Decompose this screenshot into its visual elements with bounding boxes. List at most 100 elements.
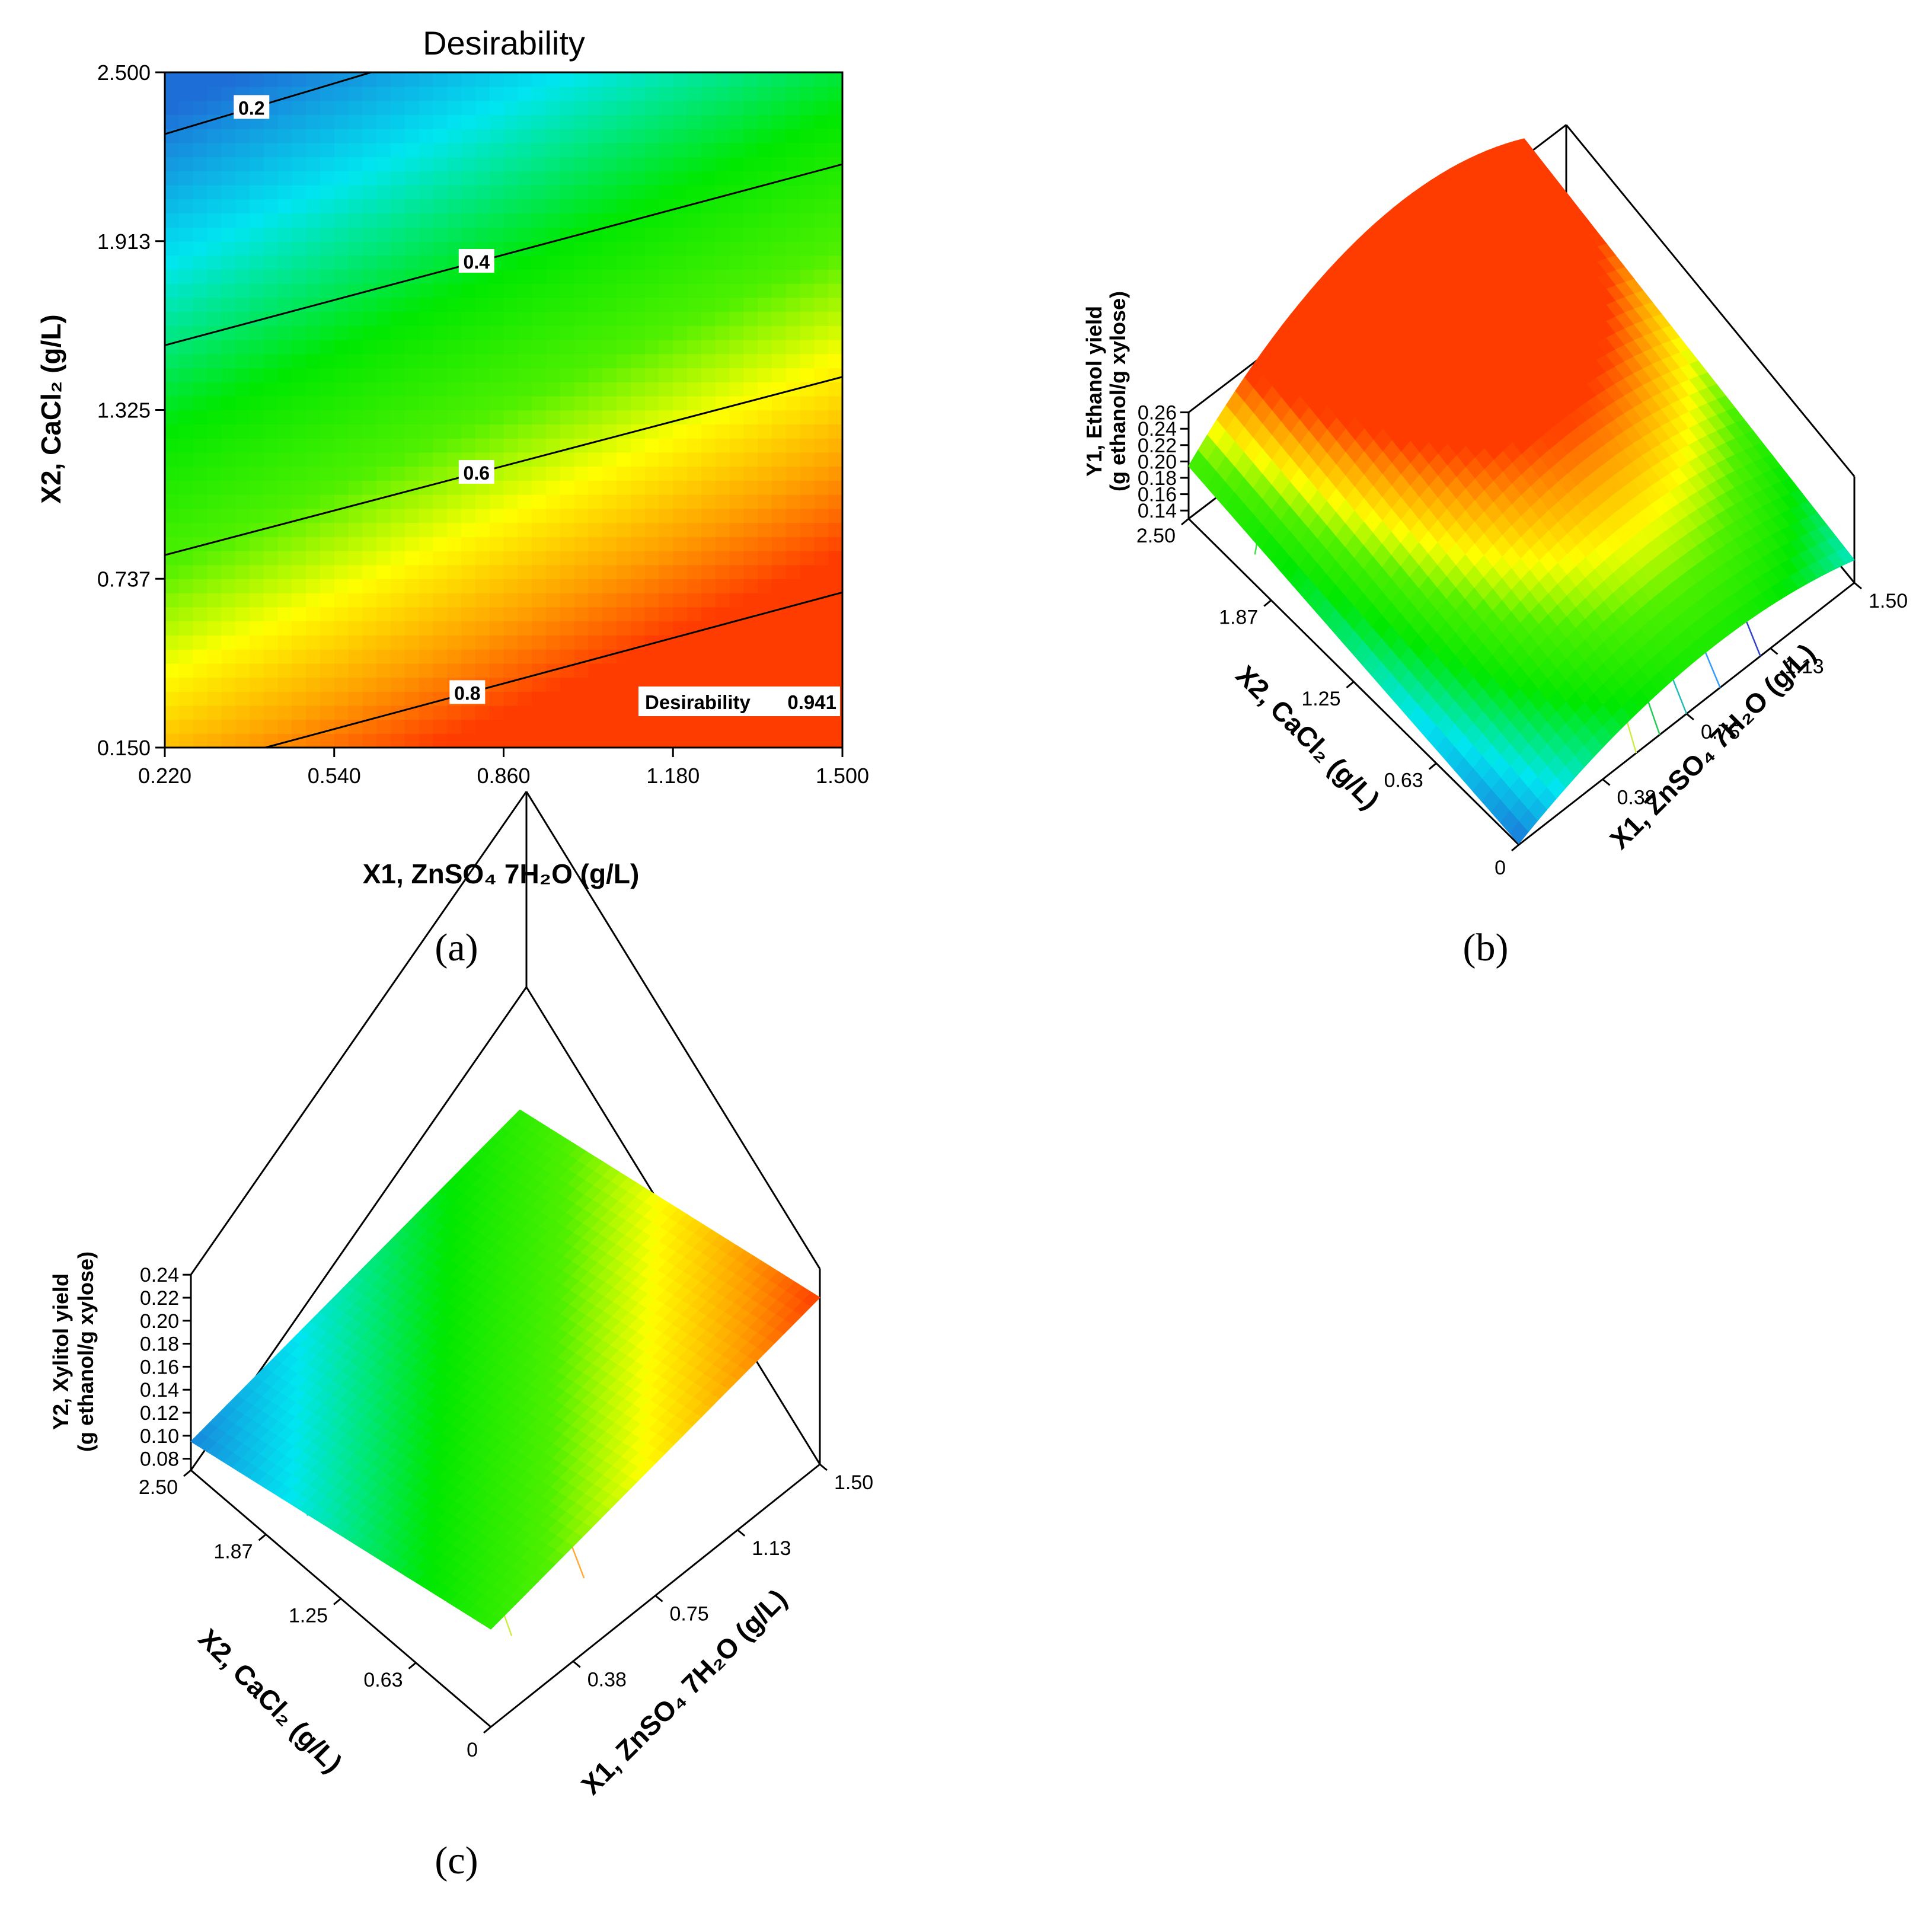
contour-cell — [532, 184, 547, 200]
contour-cell — [489, 171, 504, 186]
contour-cell — [419, 213, 434, 228]
contour-cell — [659, 227, 674, 242]
contour-cell — [701, 142, 716, 158]
contour-cell — [617, 184, 631, 200]
contour-cell — [178, 72, 194, 87]
contour-cell — [447, 157, 462, 171]
contour-cell — [545, 171, 561, 186]
contour-cell — [588, 494, 603, 509]
contour-cell — [263, 705, 279, 720]
contour-cell — [419, 635, 434, 650]
contour-cell — [800, 649, 815, 664]
contour-cell — [545, 705, 561, 720]
contour-cell — [602, 508, 617, 523]
contour-cell — [178, 733, 194, 748]
contour-cell — [715, 733, 730, 748]
contour-cell — [687, 382, 702, 397]
contour-cell — [334, 635, 349, 650]
contour-cell — [588, 86, 603, 101]
contour-cell — [320, 592, 335, 608]
contour-cell — [532, 199, 547, 214]
contour-cell — [461, 157, 476, 171]
contour-cell — [334, 339, 349, 355]
contour-cell — [277, 606, 293, 622]
contour-cell — [785, 283, 801, 298]
contour-cell — [461, 649, 476, 664]
contour-cell — [800, 579, 815, 593]
contour-cell — [729, 86, 745, 101]
contour-cell — [419, 466, 434, 481]
contour-cell — [334, 564, 349, 580]
contour-cell — [475, 368, 490, 382]
contour-cell — [673, 564, 688, 580]
contour-cell — [320, 621, 335, 636]
contour-cell — [433, 171, 448, 186]
contour-cell — [617, 297, 631, 312]
contour-cell — [545, 677, 561, 692]
z-tick-label: 0.18 — [1138, 467, 1177, 490]
contour-cell — [602, 353, 617, 369]
contour-cell — [475, 395, 490, 411]
contour-cell — [518, 579, 532, 593]
contour-cell — [532, 339, 547, 355]
contour-cell — [503, 438, 519, 453]
contour-cell — [193, 663, 208, 678]
contour-cell — [461, 100, 476, 115]
contour-cell — [221, 494, 236, 509]
contour-cell — [306, 227, 321, 242]
contour-cell — [785, 368, 801, 382]
contour-cell — [178, 241, 194, 256]
contour-cell — [687, 114, 702, 129]
contour-cell — [404, 592, 420, 608]
contour-cell — [800, 564, 815, 580]
contour-cell — [277, 255, 293, 270]
contour-cell — [207, 227, 222, 242]
contour-cell — [659, 325, 674, 340]
contour-cell — [687, 297, 702, 312]
contour-cell — [701, 550, 716, 566]
contour-cell — [447, 438, 462, 453]
contour-cell — [659, 719, 674, 735]
contour-cell — [828, 508, 842, 523]
contour-cell — [503, 382, 519, 397]
contour-cell — [334, 649, 349, 664]
contour-cell — [644, 199, 660, 214]
contour-cell — [362, 564, 377, 580]
contour-cell — [391, 649, 405, 664]
contour-cell — [574, 466, 589, 481]
contour-cell — [348, 537, 363, 551]
contour-cell — [828, 283, 842, 298]
contour-cell — [828, 579, 842, 593]
contour-cell — [306, 537, 321, 551]
contour-cell — [800, 537, 815, 551]
contour-cell — [221, 86, 236, 101]
contour-cell — [743, 128, 758, 143]
contour-cell — [814, 649, 829, 664]
contour-cell — [602, 606, 617, 622]
contour-cell — [249, 621, 264, 636]
contour-cell — [532, 368, 547, 382]
contour-cell — [644, 579, 660, 593]
contour-cell — [207, 297, 222, 312]
contour-cell — [644, 72, 660, 87]
x-tick-label: 0.860 — [477, 764, 530, 788]
contour-cell — [673, 537, 688, 551]
contour-cell — [701, 184, 716, 200]
contour-cell — [391, 368, 405, 382]
contour-cell — [560, 733, 575, 748]
contour-cell — [771, 325, 787, 340]
contour-cell — [249, 494, 264, 509]
contour-cell — [334, 255, 349, 270]
contour-cell — [461, 311, 476, 326]
contour-cell — [814, 719, 829, 735]
contour-cell — [404, 466, 420, 481]
contour-cell — [560, 269, 575, 284]
contour-cell — [376, 579, 391, 593]
contour-cell — [673, 452, 688, 467]
contour-cell — [475, 705, 490, 720]
contour-cell — [617, 466, 631, 481]
z-tick-label: 0.14 — [1138, 500, 1177, 522]
contour-cell — [362, 128, 377, 143]
contour-cell — [193, 592, 208, 608]
contour-cell — [376, 649, 391, 664]
